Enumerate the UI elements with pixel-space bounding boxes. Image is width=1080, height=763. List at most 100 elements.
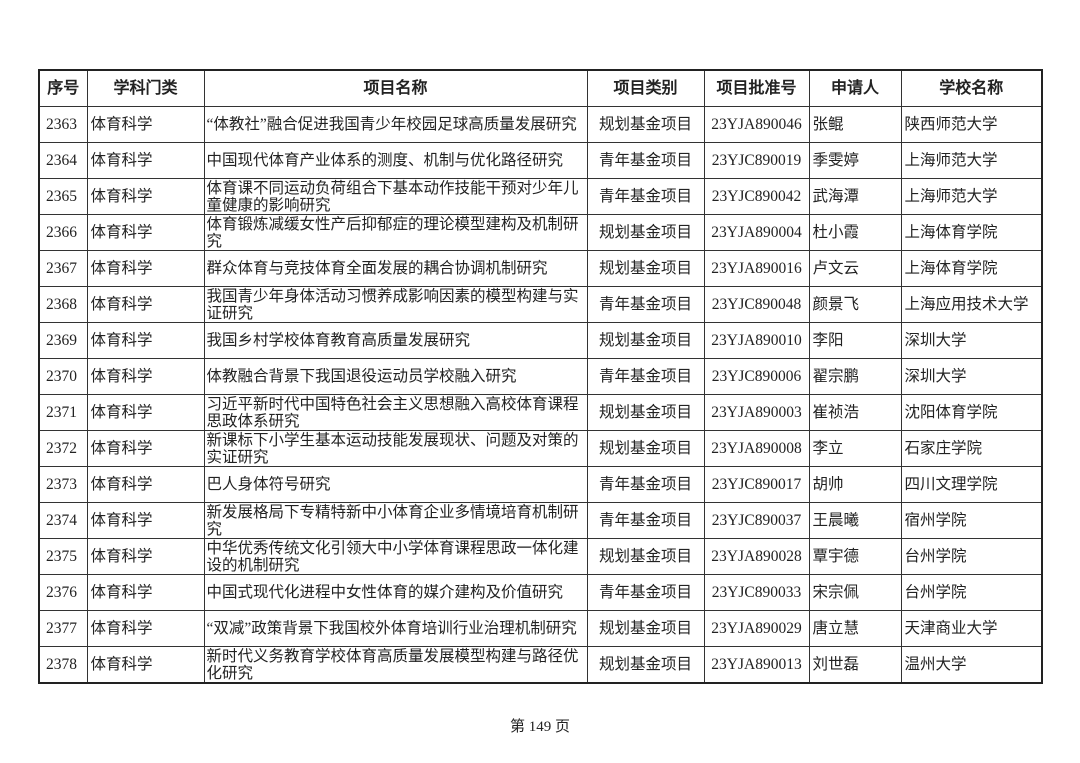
cell-project-name: 新发展格局下专精特新中小体育企业多情境培育机制研究 [203, 502, 588, 539]
cell-project-type: 规划基金项目 [586, 394, 705, 431]
cell-project-name: 我国乡村学校体育教育高质量发展研究 [203, 322, 588, 359]
cell-approval-number: 23YJC890048 [703, 286, 810, 323]
cell-index: 2375 [38, 538, 88, 575]
cell-school: 上海体育学院 [900, 214, 1043, 251]
project-table: 序号 学科门类 项目名称 项目类别 项目批准号 申请人 学校名称 2363 体育科学 “体教社”… [38, 69, 1043, 684]
cell-index: 2372 [38, 430, 88, 467]
cell-school: 台州学院 [900, 574, 1043, 611]
cell-subject: 体育科学 [86, 358, 205, 395]
table-header-row: 序号 学科门类 项目名称 项目类别 项目批准号 申请人 学校名称 [38, 69, 1043, 107]
cell-applicant: 刘世磊 [808, 646, 902, 684]
cell-project-type: 青年基金项目 [586, 358, 705, 395]
cell-project-name: 新课标下小学生基本运动技能发展现状、问题及对策的实证研究 [203, 430, 588, 467]
cell-project-type: 规划基金项目 [586, 538, 705, 575]
header-project-type: 项目类别 [586, 69, 705, 107]
cell-project-name: 习近平新时代中国特色社会主义思想融入高校体育课程思政体系研究 [203, 394, 588, 431]
cell-project-type: 规划基金项目 [586, 430, 705, 467]
cell-project-name: 体育锻炼减缓女性产后抑郁症的理论模型建构及机制研究 [203, 214, 588, 251]
cell-index: 2374 [38, 502, 88, 539]
cell-subject: 体育科学 [86, 286, 205, 323]
table-row: 2376 体育科学 中国式现代化进程中女性体育的媒介建构及价值研究 青年基金项目 23Y… [38, 574, 1043, 611]
cell-subject: 体育科学 [86, 214, 205, 251]
cell-school: 深圳大学 [900, 358, 1043, 395]
cell-approval-number: 23YJA890013 [703, 646, 810, 684]
cell-project-name: 新时代义务教育学校体育高质量发展模型构建与路径优化研究 [203, 646, 588, 684]
cell-approval-number: 23YJA890016 [703, 250, 810, 287]
table-row: 2371 体育科学 习近平新时代中国特色社会主义思想融入高校体育课程思政体系研究 规划… [38, 394, 1043, 431]
cell-project-type: 规划基金项目 [586, 106, 705, 143]
cell-project-type: 青年基金项目 [586, 502, 705, 539]
table-row: 2373 体育科学 巴人身体符号研究 青年基金项目 23YJC890017 胡帅 四川文理学… [38, 466, 1043, 503]
cell-approval-number: 23YJA890010 [703, 322, 810, 359]
table-row: 2370 体育科学 体教融合背景下我国退役运动员学校融入研究 青年基金项目 23YJC8… [38, 358, 1043, 395]
cell-school: 台州学院 [900, 538, 1043, 575]
cell-applicant: 翟宗鹏 [808, 358, 902, 395]
cell-index: 2369 [38, 322, 88, 359]
table-row: 2364 体育科学 中国现代体育产业体系的测度、机制与优化路径研究 青年基金项目 23Y… [38, 142, 1043, 179]
cell-index: 2376 [38, 574, 88, 611]
cell-project-type: 青年基金项目 [586, 286, 705, 323]
cell-project-name: 巴人身体符号研究 [203, 466, 588, 503]
cell-subject: 体育科学 [86, 502, 205, 539]
cell-project-type: 青年基金项目 [586, 178, 705, 215]
cell-index: 2368 [38, 286, 88, 323]
cell-school: 上海应用技术大学 [900, 286, 1043, 323]
cell-index: 2364 [38, 142, 88, 179]
cell-index: 2371 [38, 394, 88, 431]
cell-project-type: 规划基金项目 [586, 322, 705, 359]
header-approval-number: 项目批准号 [703, 69, 810, 107]
cell-project-name: 群众体育与竞技体育全面发展的耦合协调机制研究 [203, 250, 588, 287]
cell-school: 陕西师范大学 [900, 106, 1043, 143]
cell-project-name: “体教社”融合促进我国青少年校园足球高质量发展研究 [203, 106, 588, 143]
table-row: 2375 体育科学 中华优秀传统文化引领大中小学体育课程思政一体化建设的机制研究 规划… [38, 538, 1043, 575]
cell-index: 2365 [38, 178, 88, 215]
header-subject: 学科门类 [86, 69, 205, 107]
cell-school: 石家庄学院 [900, 430, 1043, 467]
cell-approval-number: 23YJC890037 [703, 502, 810, 539]
page-number: 第 149 页 [509, 719, 570, 735]
cell-subject: 体育科学 [86, 142, 205, 179]
cell-index: 2378 [38, 646, 88, 684]
cell-project-name: 中华优秀传统文化引领大中小学体育课程思政一体化建设的机制研究 [203, 538, 588, 575]
cell-applicant: 李立 [808, 430, 902, 467]
table-row: 2378 体育科学 新时代义务教育学校体育高质量发展模型构建与路径优化研究 规划基金项… [38, 646, 1043, 684]
table-row: 2363 体育科学 “体教社”融合促进我国青少年校园足球高质量发展研究 规划基金项目 2… [38, 106, 1043, 143]
cell-subject: 体育科学 [86, 322, 205, 359]
cell-index: 2366 [38, 214, 88, 251]
header-applicant: 申请人 [808, 69, 902, 107]
cell-index: 2363 [38, 106, 88, 143]
cell-applicant: 崔祯浩 [808, 394, 902, 431]
cell-school: 上海体育学院 [900, 250, 1043, 287]
cell-subject: 体育科学 [86, 394, 205, 431]
cell-project-name: 我国青少年身体活动习惯养成影响因素的模型构建与实证研究 [203, 286, 588, 323]
cell-applicant: 卢文云 [808, 250, 902, 287]
cell-applicant: 王晨曦 [808, 502, 902, 539]
cell-applicant: 宋宗佩 [808, 574, 902, 611]
cell-school: 温州大学 [900, 646, 1043, 684]
cell-subject: 体育科学 [86, 538, 205, 575]
cell-subject: 体育科学 [86, 106, 205, 143]
table-row: 2366 体育科学 体育锻炼减缓女性产后抑郁症的理论模型建构及机制研究 规划基金项目 2… [38, 214, 1043, 251]
cell-applicant: 胡帅 [808, 466, 902, 503]
cell-school: 上海师范大学 [900, 142, 1043, 179]
header-index: 序号 [38, 69, 88, 107]
cell-project-type: 青年基金项目 [586, 142, 705, 179]
cell-index: 2377 [38, 610, 88, 647]
cell-school: 天津商业大学 [900, 610, 1043, 647]
cell-subject: 体育科学 [86, 466, 205, 503]
cell-applicant: 张鲲 [808, 106, 902, 143]
cell-approval-number: 23YJC890017 [703, 466, 810, 503]
cell-project-type: 规划基金项目 [586, 250, 705, 287]
cell-index: 2367 [38, 250, 88, 287]
cell-project-name: 体教融合背景下我国退役运动员学校融入研究 [203, 358, 588, 395]
table-row: 2367 体育科学 群众体育与竞技体育全面发展的耦合协调机制研究 规划基金项目 23YJ… [38, 250, 1043, 287]
cell-index: 2370 [38, 358, 88, 395]
table-row: 2372 体育科学 新课标下小学生基本运动技能发展现状、问题及对策的实证研究 规划基金… [38, 430, 1043, 467]
cell-approval-number: 23YJA890004 [703, 214, 810, 251]
cell-applicant: 唐立慧 [808, 610, 902, 647]
cell-project-type: 青年基金项目 [586, 466, 705, 503]
cell-subject: 体育科学 [86, 646, 205, 684]
cell-approval-number: 23YJA890046 [703, 106, 810, 143]
cell-subject: 体育科学 [86, 574, 205, 611]
cell-project-type: 规划基金项目 [586, 214, 705, 251]
